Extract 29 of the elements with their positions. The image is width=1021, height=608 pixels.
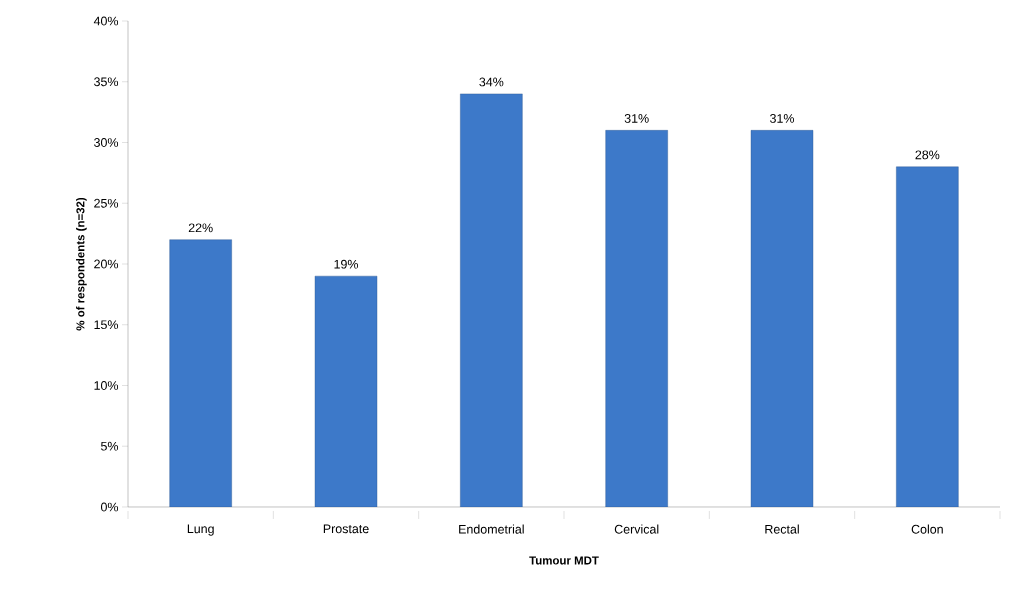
y-tick-label: 15% bbox=[94, 320, 119, 330]
data-label: 31% bbox=[770, 114, 795, 123]
bar bbox=[460, 93, 523, 507]
data-label: 31% bbox=[624, 114, 649, 123]
data-label: 22% bbox=[188, 223, 213, 233]
y-axis-title: % of respondents (n=32) bbox=[76, 197, 87, 331]
x-axis-title: Tumour MDT bbox=[529, 556, 599, 565]
data-label: 19% bbox=[334, 259, 359, 269]
y-tick-label: 20% bbox=[94, 259, 119, 269]
x-tick-label: Rectal bbox=[765, 524, 799, 534]
bar bbox=[896, 166, 959, 507]
y-tick-label: 30% bbox=[94, 138, 119, 147]
bar bbox=[605, 130, 668, 507]
y-tick-label: 25% bbox=[94, 198, 119, 208]
bar bbox=[314, 275, 378, 507]
x-tick-label: Cervical bbox=[614, 524, 659, 534]
y-tick-label: 40% bbox=[93, 16, 119, 26]
y-tick-label: 35% bbox=[94, 77, 119, 87]
x-tick-label: Colon bbox=[911, 524, 943, 534]
y-tick-label: 0% bbox=[100, 502, 119, 512]
x-tick-label: Lung bbox=[187, 524, 214, 536]
x-tick-label: Endometrial bbox=[459, 524, 524, 534]
data-label: 34% bbox=[479, 77, 504, 87]
x-tick-label: Prostate bbox=[323, 524, 369, 534]
y-tick-label: 5% bbox=[100, 441, 119, 451]
bar bbox=[169, 239, 232, 507]
y-tick-label: 10% bbox=[94, 381, 119, 390]
data-label: 28% bbox=[915, 150, 940, 160]
bar bbox=[750, 130, 814, 507]
